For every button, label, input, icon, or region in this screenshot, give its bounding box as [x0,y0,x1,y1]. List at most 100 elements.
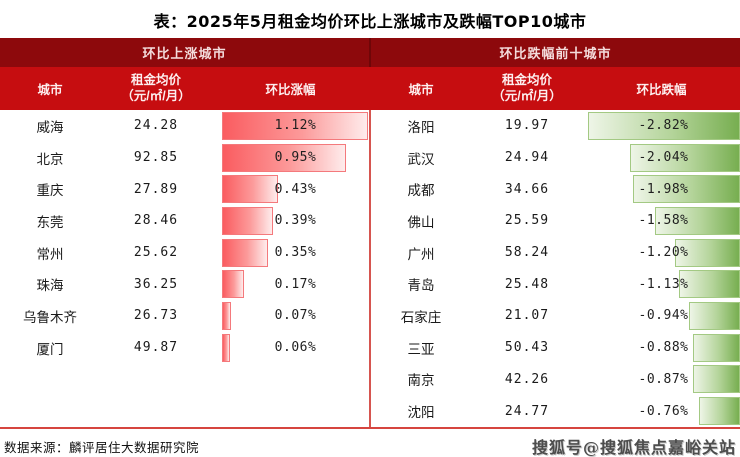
panel-rising-cities: 环比上涨城市 城市 租金均价 （元/㎡/月） 环比涨幅 威海 24.28 1.12%… [0,38,369,427]
increase-bar [222,111,368,140]
rent-price-value: 25.48 [504,276,550,292]
change-percent-label: -1.13% [638,276,689,292]
column-header-change: 环比跌幅 [636,83,687,97]
table-row: 东莞 28.46 0.39% [0,205,369,237]
group-header-falling: 环比跌幅前十城市 [371,38,740,67]
city-name: 青岛 [407,278,435,295]
increase-bar [222,143,346,172]
group-header-rising: 环比上涨城市 [0,38,369,67]
change-cell: -2.82% [587,111,740,140]
change-cell: -0.94% [587,301,740,330]
table-row: 成都 34.66 -1.98% [371,173,740,205]
column-header-price-line2: （元/㎡/月） [121,88,191,103]
city-name: 北京 [36,151,64,168]
change-percent-label: 0.43% [274,181,317,197]
change-cell: -1.20% [587,238,740,267]
page-title: 表：2025年5月租金均价环比上涨城市及跌幅TOP10城市 [153,12,587,31]
change-cell: -1.98% [587,175,740,204]
rent-price-value: 58.24 [504,245,550,261]
table-row: 北京 92.85 0.95% [0,142,369,174]
table-row: 武汉 24.94 -2.04% [371,142,740,174]
change-cell: 0.95% [222,143,369,172]
watermark: 搜狐号@搜狐焦点嘉峪关站 [531,438,736,457]
change-percent-label: -0.88% [638,340,689,356]
change-percent-label: -1.58% [638,213,689,229]
change-percent-label: 0.07% [274,308,317,324]
change-percent-label: 0.39% [274,213,317,229]
city-name: 三亚 [407,341,435,358]
rent-price-value: 21.07 [504,308,550,324]
rent-price-value: 19.97 [504,118,550,134]
table-row: 石家庄 21.07 -0.94% [371,300,740,332]
table-row: 珠海 36.25 0.17% [0,268,369,300]
panel-divider [369,38,371,427]
column-header-price-line1: 租金均价 [130,72,181,87]
table-row: 青岛 25.48 -1.13% [371,268,740,300]
city-name: 珠海 [36,278,64,295]
column-header-city: 城市 [408,83,434,97]
table-row: 洛阳 19.97 -2.82% [371,110,740,142]
table-row: 南京 42.26 -0.87% [371,364,740,396]
decrease-bar [630,143,740,172]
panel-falling-cities: 环比跌幅前十城市 城市 租金均价 （元/㎡/月） 环比跌幅 洛阳 19.97 -2.… [371,38,740,427]
rent-price-value: 25.62 [133,245,179,261]
rent-price-value: 36.25 [133,276,179,292]
rent-price-value: 27.89 [133,181,179,197]
city-name: 厦门 [36,341,64,358]
rent-price-value: 24.94 [504,150,550,166]
change-cell: 0.17% [222,270,369,299]
change-cell: -1.13% [587,270,740,299]
table-row: 三亚 50.43 -0.88% [371,332,740,364]
change-percent-label: 0.17% [274,276,317,292]
change-cell: -2.04% [587,143,740,172]
change-cell: 0.39% [222,206,369,235]
column-header-price: 租金均价 （元/㎡/月） [471,73,583,104]
rent-price-value: 50.43 [504,340,550,356]
table-body-falling: 洛阳 19.97 -2.82% 武汉 24.94 -2.04% 成都 34.66 -1.98% 佛… [371,110,740,427]
rent-price-value: 28.46 [133,213,179,229]
rent-price-value: 34.66 [504,181,550,197]
city-name: 重庆 [36,183,64,200]
table-row: 佛山 25.59 -1.58% [371,205,740,237]
rent-price-value: 25.59 [504,213,550,229]
column-headers-falling: 城市 租金均价 （元/㎡/月） 环比跌幅 [371,67,740,110]
decrease-bar [679,270,740,299]
city-name: 洛阳 [407,119,435,136]
table-row: 沈阳 24.77 -0.76% [371,395,740,427]
change-percent-label: -0.76% [638,403,689,419]
city-name: 南京 [407,373,435,390]
change-percent-label: 1.12% [274,118,317,134]
change-cell: -1.58% [587,206,740,235]
city-name: 佛山 [407,214,435,231]
table-row: 乌鲁木齐 26.73 0.07% [0,300,369,332]
change-cell: 1.12% [222,111,369,140]
data-source-note: 数据来源：麟评居住大数据研究院 [4,439,200,455]
rent-price-value: 24.77 [504,403,550,419]
change-cell: 0.07% [222,301,369,330]
change-percent-label: -2.04% [638,150,689,166]
rent-price-value: 49.87 [133,340,179,356]
change-percent-label: -1.98% [638,181,689,197]
table-bottom-border [0,427,740,429]
city-name: 广州 [407,246,435,263]
increase-bar [222,238,268,267]
table-body-rising: 威海 24.28 1.12% 北京 92.85 0.95% 重庆 27.89 0.43% 东莞 28… [0,110,369,364]
column-header-city: 城市 [37,83,63,97]
rent-price-value: 24.28 [133,118,179,134]
decrease-bar [588,111,740,140]
change-cell: 0.06% [222,333,369,362]
change-percent-label: 0.06% [274,340,317,356]
increase-bar [222,175,278,204]
change-cell: 0.35% [222,238,369,267]
change-percent-label: -0.87% [638,371,689,387]
city-name: 常州 [36,246,64,263]
column-header-price: 租金均价 （元/㎡/月） [100,73,212,104]
column-header-price-line1: 租金均价 [501,72,552,87]
change-cell: 0.43% [222,175,369,204]
change-percent-label: -2.82% [638,118,689,134]
city-name: 石家庄 [400,309,442,326]
change-percent-label: 0.35% [274,245,317,261]
change-cell: -0.88% [587,333,740,362]
column-header-change: 环比涨幅 [265,83,316,97]
decrease-bar [675,238,740,267]
